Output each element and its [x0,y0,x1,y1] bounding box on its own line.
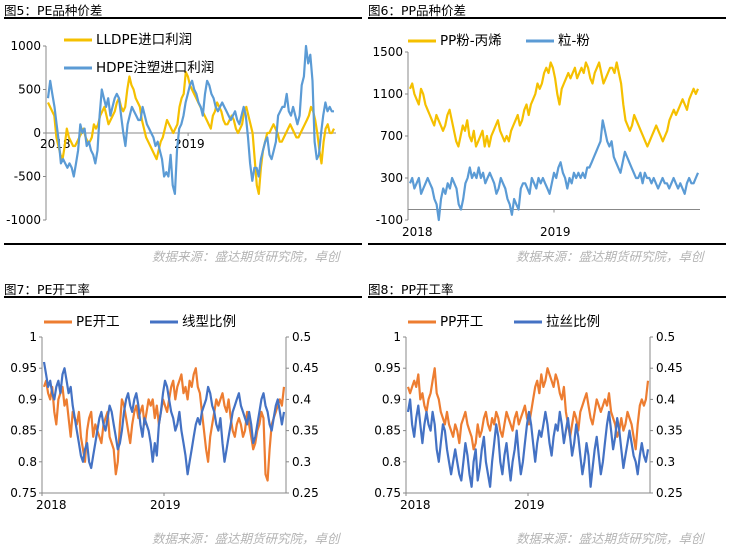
y-tick-label: -100 [376,213,403,227]
y2-tick-label: 0.5 [292,330,311,344]
x-tick-label: 2019 [150,498,181,512]
title-rule [4,296,362,298]
series-line-2 [408,119,700,222]
source-note: 数据来源：盛达期货研究院，卓创 [152,249,340,264]
y-tick-label: 0.85 [10,424,37,438]
legend-label: 粒-粉 [558,33,590,49]
y-tick-label: 0.8 [382,455,401,469]
y-tick-label: 700 [380,129,403,143]
y-tick-label: 1000 [10,39,41,53]
y-tick-label: 0.9 [18,392,37,406]
y2-tick-label: 0.45 [656,361,683,375]
source-note: 数据来源：盛达期货研究院，卓创 [516,249,704,264]
x-tick-label: 2018 [36,498,67,512]
x-tick-label: 2018 [402,225,433,239]
x-tick-label: 2018 [40,137,71,151]
y2-tick-label: 0.25 [292,486,319,500]
chart-panel-c7: 图7：PE开工率 0.75 0.8 0.85 0.9 0.95 1 0.25 0.3 0.35 0… [4,279,364,547]
source-note: 数据来源：盛达期货研究院，卓创 [516,531,704,546]
x-tick-label: 2018 [400,498,431,512]
y-tick-label: 1 [29,330,37,344]
y2-tick-label: 0.5 [656,330,675,344]
legend-label: 拉丝比例 [546,314,600,330]
chart-c5: -1000 -500 0 500 1000 2018 2019 LLDPE进口利润 HDPE注塑… [6,32,336,227]
series-line-1 [408,61,700,148]
y2-tick-label: 0.35 [656,424,683,438]
y-tick-label: 0.9 [382,392,401,406]
x-tick-label: 2019 [514,498,545,512]
chart-panel-c8: 图8：PP开工率 0.75 0.8 0.85 0.9 0.95 1 0.25 0.3 0.35 0… [368,279,728,547]
y-tick-label: -1000 [6,213,41,227]
chart-title: 图8：PP开工率 [368,282,454,297]
source-note: 数据来源：盛达期货研究院，卓创 [152,531,340,546]
y-tick-label: 0.75 [10,486,37,500]
chart-panel-c6: 图6：PP品种价差 -100 300 700 1100 1500 2018 2019 PP粉-… [368,0,728,270]
bottom-rule [4,243,362,245]
y-tick-label: 0.85 [374,424,401,438]
y2-tick-label: 0.25 [656,486,683,500]
x-tick-label: 2019 [540,225,571,239]
y2-tick-label: 0.3 [292,455,311,469]
y-tick-label: 0 [33,126,41,140]
bottom-rule [368,243,726,245]
legend-label: PP开工 [440,314,483,330]
y2-tick-label: 0.4 [656,392,675,406]
chart-c7: 0.75 0.8 0.85 0.9 0.95 1 0.25 0.3 0.35 0.4 0.45 0.5… [10,314,319,512]
chart-title: 图5：PE品种价差 [4,3,103,18]
chart-c8: 0.75 0.8 0.85 0.9 0.95 1 0.25 0.3 0.35 0.4 0.45 0.5… [374,314,683,512]
series-line-2 [406,398,650,488]
legend-label: PP粉-丙烯 [440,33,502,49]
y-tick-label: 300 [380,171,403,185]
title-rule [4,17,362,19]
y-tick-label: -500 [14,170,41,184]
series-line-2 [42,361,286,476]
y-tick-label: 1100 [372,87,403,101]
y2-tick-label: 0.45 [292,361,319,375]
legend-label: PE开工 [76,314,120,330]
y-tick-label: 1 [393,330,401,344]
chart-title: 图7：PE开工率 [4,282,90,297]
y-tick-label: 0.8 [18,455,37,469]
y-tick-label: 0.95 [10,361,37,375]
series-line-2 [46,44,334,195]
series-line-1 [47,70,335,195]
y-tick-label: 0.95 [374,361,401,375]
y2-tick-label: 0.4 [292,392,311,406]
legend-label: LLDPE进口利润 [96,32,192,48]
y-tick-label: 1500 [372,45,403,59]
chart-c6: -100 300 700 1100 1500 2018 2019 PP粉-丙烯 粒-粉 [372,33,700,239]
y-tick-label: 0.75 [374,486,401,500]
y2-tick-label: 0.3 [656,455,675,469]
legend-label: HDPE注塑进口利润 [96,60,214,76]
chart-panel-c5: 图5：PE品种价差 -1000 -500 0 500 1000 2018 2019 LLDPE… [4,0,364,270]
x-tick-label: 2019 [174,137,205,151]
title-rule [368,17,726,19]
chart-title: 图6：PP品种价差 [368,3,467,18]
y-tick-label: 500 [18,83,41,97]
legend-label: 线型比例 [182,314,236,330]
title-rule [368,296,726,298]
y2-tick-label: 0.35 [292,424,319,438]
